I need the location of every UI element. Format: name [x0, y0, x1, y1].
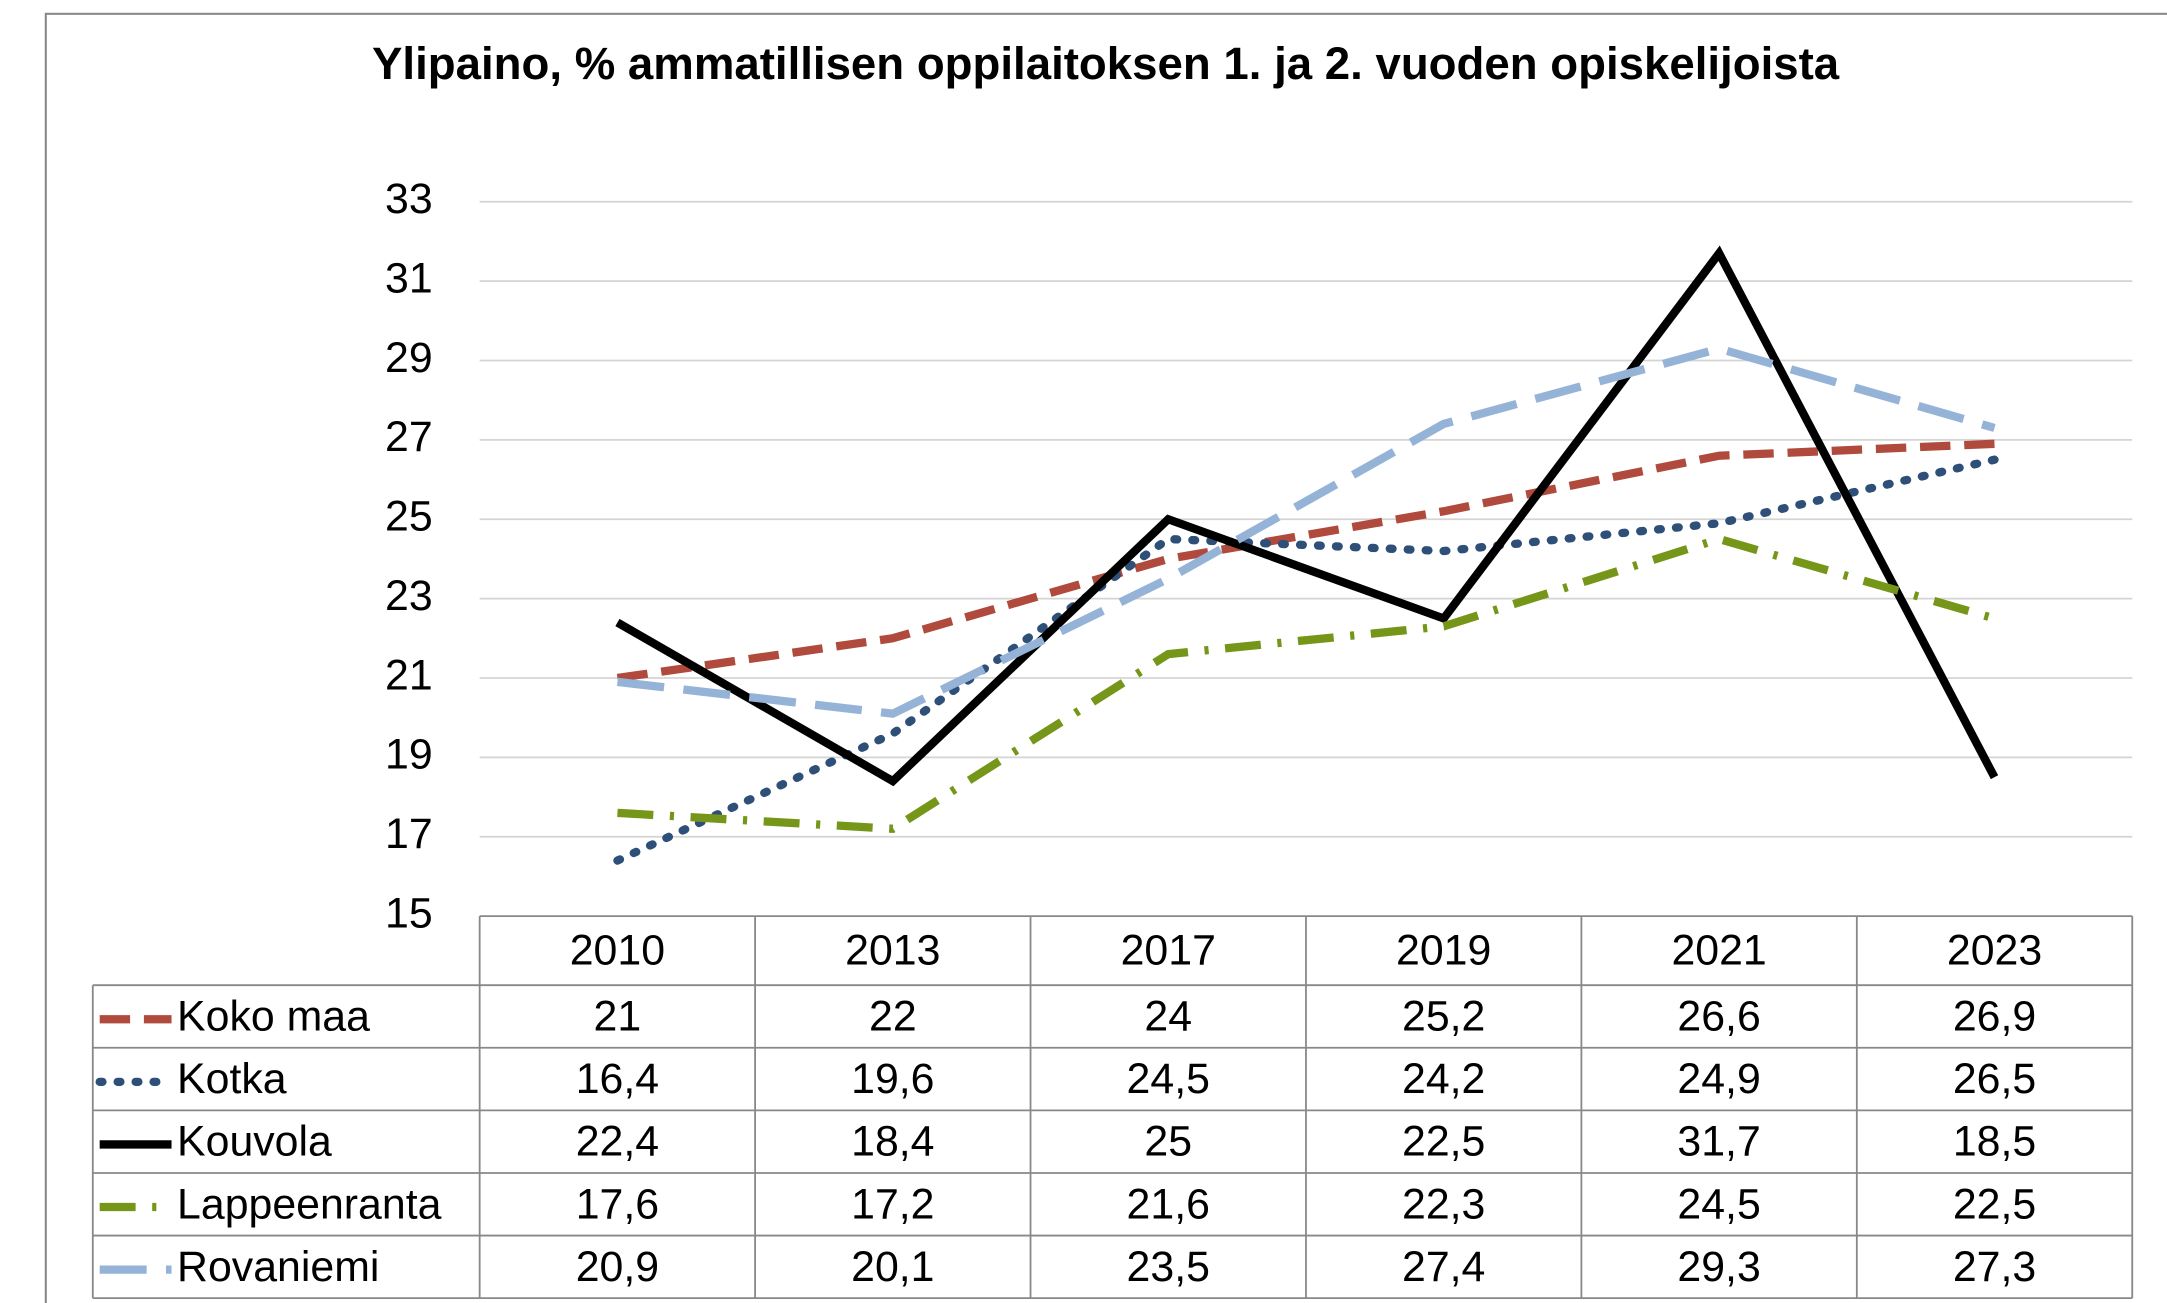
legend-label: Koko maa	[177, 993, 370, 1041]
y-tick-label: 31	[385, 254, 433, 302]
table-value: 24,5	[1127, 1055, 1210, 1103]
table-value: 17,2	[851, 1180, 934, 1228]
chart-title: Ylipaino, % ammatillisen oppilaitoksen 1…	[372, 37, 1840, 89]
table-value: 25	[1144, 1118, 1192, 1166]
legend-label: Kotka	[177, 1055, 287, 1103]
table-value: 20,9	[576, 1243, 659, 1291]
table-value: 26,6	[1677, 993, 1760, 1041]
y-tick-label: 23	[385, 572, 433, 620]
table-value: 24,9	[1677, 1055, 1760, 1103]
legend-label: Kouvola	[177, 1118, 332, 1166]
table-value: 22,4	[576, 1118, 659, 1166]
y-tick-label: 29	[385, 334, 433, 382]
table-value: 18,4	[851, 1118, 934, 1166]
x-tick-label: 2013	[845, 927, 940, 975]
table-value: 25,2	[1402, 993, 1485, 1041]
series-line	[616, 344, 1996, 718]
table-value: 20,1	[851, 1243, 934, 1291]
table-value: 23,5	[1127, 1243, 1210, 1291]
y-tick-label: 25	[385, 493, 433, 541]
series-line	[617, 534, 1996, 833]
table-value: 26,5	[1953, 1055, 2036, 1103]
table-value: 24,5	[1677, 1180, 1760, 1228]
table-value: 19,6	[851, 1055, 934, 1103]
table-value: 24	[1144, 993, 1192, 1041]
table-value: 17,6	[576, 1180, 659, 1228]
table-value: 21	[594, 993, 642, 1041]
legend-label: Lappeenranta	[177, 1180, 442, 1228]
table-value: 21,6	[1127, 1180, 1210, 1228]
chart-border	[44, 12, 2167, 1303]
x-tick-label: 2017	[1121, 927, 1216, 975]
x-tick-label: 2023	[1947, 927, 2042, 975]
table-value: 27,4	[1402, 1243, 1485, 1291]
table-value: 29,3	[1677, 1243, 1760, 1291]
table-value: 22,3	[1402, 1180, 1485, 1228]
table-value: 16,4	[576, 1055, 659, 1103]
series-line	[615, 245, 1999, 787]
table-value: 24,2	[1402, 1055, 1485, 1103]
x-tick-label: 2010	[570, 927, 665, 975]
y-tick-label: 33	[385, 175, 433, 223]
title-box: Ylipaino, % ammatillisen oppilaitoksen 1…	[372, 37, 1840, 89]
legend-label: Rovaniemi	[177, 1243, 379, 1291]
y-tick-label: 15	[385, 889, 433, 937]
table-value: 22,5	[1402, 1118, 1485, 1166]
y-tick-label: 27	[385, 413, 433, 461]
table-value: 18,5	[1953, 1118, 2036, 1166]
y-tick-label: 21	[385, 651, 433, 699]
y-tick-label: 19	[385, 731, 433, 779]
table-value: 27,3	[1953, 1243, 2036, 1291]
table-value: 31,7	[1677, 1118, 1760, 1166]
series-line	[616, 439, 1995, 683]
table-value: 22	[869, 993, 917, 1041]
y-tick-label: 17	[385, 810, 433, 858]
table-value: 22,5	[1953, 1180, 2036, 1228]
x-tick-label: 2019	[1396, 927, 1491, 975]
table-value: 26,9	[1953, 993, 2036, 1041]
x-tick-label: 2021	[1671, 927, 1766, 975]
